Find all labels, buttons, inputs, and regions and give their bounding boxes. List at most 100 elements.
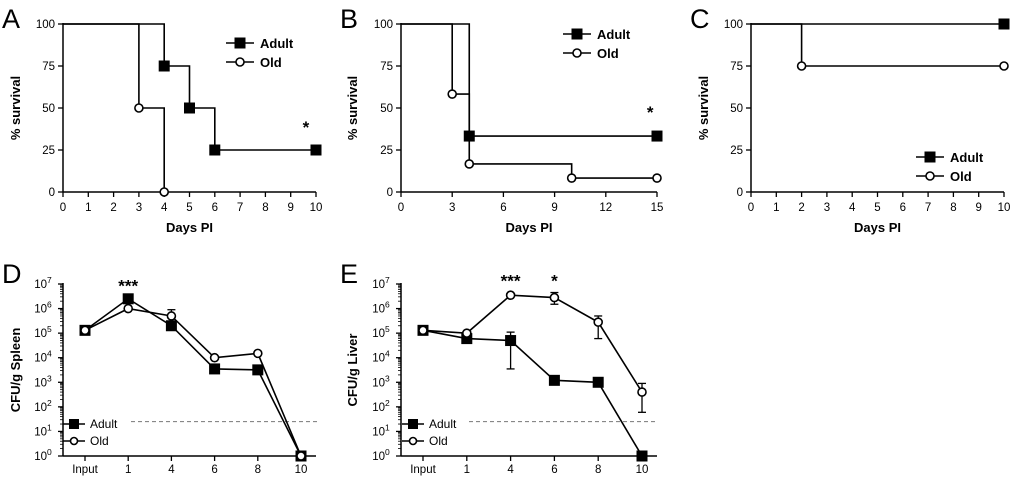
panel-a: A 0 25 50 75 100 0 1 2 3 4 5 6 7 8 9 10 Days PI % survival… [2, 4, 322, 235]
x-tick-label: 6 [551, 464, 557, 476]
x-tick-label: 1 [773, 202, 779, 214]
data-point-adult [310, 144, 322, 156]
data-point-old [252, 348, 263, 359]
legend-marker-old [572, 48, 582, 58]
x-tick-label: 6 [900, 202, 906, 214]
legend-label-adult: Adult [260, 36, 294, 51]
x-tick-label: 6 [211, 464, 217, 476]
y-tick-label: 104 [372, 349, 390, 365]
series-line-adult [84, 297, 302, 457]
y-tick-label: 104 [34, 349, 52, 365]
y-tick-label: 25 [42, 145, 55, 157]
x-tick-label: 5 [186, 202, 192, 214]
y-tick-label: 101 [34, 422, 52, 438]
x-tick-label: 5 [874, 202, 880, 214]
data-point-adult [636, 450, 648, 462]
legend-label-adult: Adult [90, 417, 118, 431]
legend-marker-old [925, 171, 935, 181]
x-tick-label: 6 [500, 202, 506, 214]
data-point-adult [158, 60, 170, 72]
legend-marker-old [235, 57, 245, 67]
significance-marker: * [647, 103, 654, 122]
legend-marker-adult [69, 419, 79, 429]
x-axis-title: Days PI [166, 220, 213, 235]
x-tick-label: 9 [551, 202, 557, 214]
x-tick-label: 0 [748, 202, 754, 214]
data-point-old [464, 159, 475, 169]
data-point-old [796, 61, 807, 71]
x-tick-label: 0 [398, 202, 404, 214]
y-tick-label: 106 [372, 300, 390, 316]
data-point-old [566, 173, 577, 183]
x-tick-label: 7 [925, 202, 931, 214]
x-tick-label: 10 [310, 202, 323, 214]
panel-label: D [2, 259, 22, 289]
series-line-old [751, 23, 1004, 67]
data-point-old [166, 311, 177, 321]
legend-marker-adult [234, 37, 246, 49]
y-tick-label: 50 [380, 103, 393, 115]
data-point-old [123, 303, 133, 314]
y-tick-label: 0 [49, 187, 55, 199]
y-tick-label: 102 [34, 398, 52, 414]
data-point-old [593, 317, 604, 327]
y-tick-label: 100 [34, 447, 52, 463]
x-tick-label: 1 [125, 464, 131, 476]
significance-marker: *** [118, 276, 138, 295]
panel-label: A [2, 4, 20, 34]
data-point-adult [651, 130, 663, 142]
x-tick-label: 15 [651, 202, 664, 214]
x-tick-label: 1 [464, 464, 470, 476]
x-tick-label: 3 [136, 202, 142, 214]
legend-marker-old [408, 436, 418, 446]
x-tick-label: 2 [110, 202, 116, 214]
data-point-old [505, 290, 516, 301]
y-tick-label: 0 [737, 187, 743, 199]
data-point-old [418, 325, 428, 336]
legend-marker-adult [924, 151, 936, 163]
data-point-old [447, 89, 458, 99]
y-axis-title: % survival [696, 76, 711, 140]
x-tick-label: 4 [161, 202, 168, 214]
data-point-adult [209, 144, 221, 156]
significance-marker: * [303, 118, 310, 137]
x-tick-label: 0 [60, 202, 66, 214]
data-point-adult [548, 374, 560, 386]
y-tick-label: 103 [372, 373, 390, 389]
legend-marker-old [69, 436, 79, 446]
y-tick-label: 50 [730, 103, 743, 115]
data-point-old [999, 61, 1009, 71]
x-tick-label: 10 [636, 464, 649, 476]
series-line-adult [63, 23, 316, 151]
x-tick-label: 8 [262, 202, 268, 214]
panel-label: B [340, 4, 358, 34]
x-tick-label: 9 [975, 202, 981, 214]
x-axis-title: Days PI [506, 220, 553, 235]
panel-label: C [690, 4, 710, 34]
legend-marker-adult [571, 28, 583, 40]
significance-marker: *** [501, 271, 521, 290]
y-tick-label: 105 [372, 324, 390, 340]
y-tick-label: 75 [730, 61, 743, 73]
x-tick-label: 2 [798, 202, 804, 214]
series-line-old [84, 307, 302, 457]
data-point-adult [184, 102, 195, 114]
series-line-adult [422, 329, 643, 457]
y-axis-title: CFU/g Spleen [8, 328, 23, 413]
x-tick-label: 3 [824, 202, 830, 214]
legend-label-old: Old [90, 434, 109, 448]
y-tick-label: 0 [387, 187, 393, 199]
x-tick-label: 4 [507, 464, 514, 476]
data-point-adult [209, 363, 221, 375]
data-point-old [549, 292, 560, 303]
x-tick-label: 12 [599, 202, 612, 214]
data-point-old [159, 187, 169, 197]
x-tick-label: 10 [998, 202, 1011, 214]
y-tick-label: 107 [372, 275, 390, 291]
legend-label-adult: Adult [950, 150, 984, 165]
data-point-old [637, 387, 647, 397]
x-tick-label: 1 [85, 202, 91, 214]
x-tick-label: 8 [950, 202, 956, 214]
y-tick-label: 105 [34, 324, 52, 340]
y-tick-label: 101 [372, 422, 390, 438]
